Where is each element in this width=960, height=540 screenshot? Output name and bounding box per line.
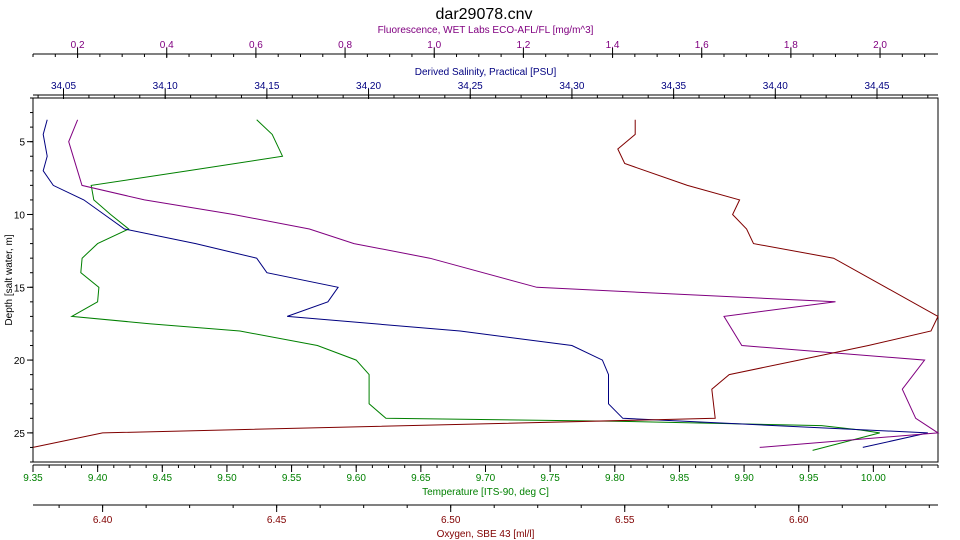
fluorescence-tick-label: 1.4: [606, 40, 620, 51]
temperature-tick-label: 9.35: [23, 473, 43, 484]
salinity-axis-title: Derived Salinity, Practical [PSU]: [415, 67, 557, 78]
temperature-tick-label: 9.55: [282, 473, 302, 484]
chart-title: dar29078.cnv: [436, 6, 533, 23]
fluorescence-tick-label: 0.4: [160, 40, 174, 51]
salinity-tick-label: 34.40: [763, 81, 788, 92]
depth-tick-label: 20: [14, 356, 26, 367]
oxygen-axis-title: Oxygen, SBE 43 [ml/l]: [437, 529, 535, 540]
depth-tick-label: 10: [14, 210, 26, 221]
temperature-tick-label: 9.65: [411, 473, 431, 484]
temperature-profile-line: [70, 119, 880, 451]
oxygen-tick-label: 6.50: [441, 515, 461, 526]
fluorescence-axis-title: Fluorescence, WET Labs ECO-AFL/FL [mg/m^…: [378, 25, 594, 36]
bottom-axes: 9.35 9.40 9.45 9.50 9.55 9.60 9.65 9.70 9.75 9.80…: [23, 464, 939, 540]
salinity-tick-label: 34.10: [153, 81, 178, 92]
salinity-tick-label: 34.45: [864, 81, 889, 92]
fluorescence-tick-label: 0.8: [338, 40, 352, 51]
temperature-tick-label: 9.95: [799, 473, 819, 484]
salinity-profile-line: [42, 119, 928, 448]
depth-axis: 5 10 15 20 25 Depth [salt water, m]: [4, 97, 33, 463]
temperature-tick-label: 9.60: [346, 473, 366, 484]
temperature-tick-label: 9.80: [605, 473, 625, 484]
depth-tick-label: 5: [19, 138, 25, 149]
temperature-axis-title: Temperature [ITS-90, deg C]: [422, 487, 549, 498]
salinity-tick-label: 34.25: [458, 81, 483, 92]
depth-tick-label: 25: [14, 429, 26, 440]
temperature-tick-label: 9.70: [476, 473, 496, 484]
depth-tick-label: 15: [14, 283, 26, 294]
fluorescence-tick-label: 0.2: [71, 40, 85, 51]
series-layer: [32, 119, 940, 451]
oxygen-tick-label: 6.45: [267, 515, 287, 526]
plot-frame: [32, 97, 939, 463]
oxygen-tick-label: 6.40: [93, 515, 113, 526]
salinity-tick-label: 34.30: [559, 81, 584, 92]
salinity-tick-label: 34.20: [356, 81, 381, 92]
oxygen-tick-label: 6.60: [789, 515, 809, 526]
fluorescence-tick-label: 1.0: [427, 40, 441, 51]
top-axes: 0.2 0.4 0.6 0.8 1.0 1.2 1.4 1.6 1.8 2.0 Fluorescen…: [32, 25, 938, 99]
oxygen-profile-line: [32, 119, 939, 448]
temperature-tick-label: 10.00: [861, 473, 886, 484]
fluorescence-tick-label: 1.2: [516, 40, 530, 51]
temperature-tick-label: 9.90: [734, 473, 754, 484]
fluorescence-tick-label: 1.6: [695, 40, 709, 51]
fluorescence-tick-label: 1.8: [784, 40, 798, 51]
temperature-tick-label: 9.45: [153, 473, 173, 484]
oxygen-tick-label: 6.55: [615, 515, 635, 526]
depth-axis-title: Depth [salt water, m]: [4, 234, 15, 325]
fluorescence-tick-label: 2.0: [873, 40, 887, 51]
fluorescence-profile-line: [68, 119, 940, 448]
salinity-tick-label: 34.35: [661, 81, 686, 92]
fluorescence-tick-label: 0.6: [249, 40, 263, 51]
temperature-tick-label: 9.85: [670, 473, 690, 484]
salinity-tick-label: 34.05: [51, 81, 76, 92]
temperature-tick-label: 9.50: [217, 473, 237, 484]
temperature-tick-label: 9.75: [540, 473, 560, 484]
temperature-tick-label: 9.40: [88, 473, 108, 484]
salinity-tick-label: 34.15: [254, 81, 279, 92]
